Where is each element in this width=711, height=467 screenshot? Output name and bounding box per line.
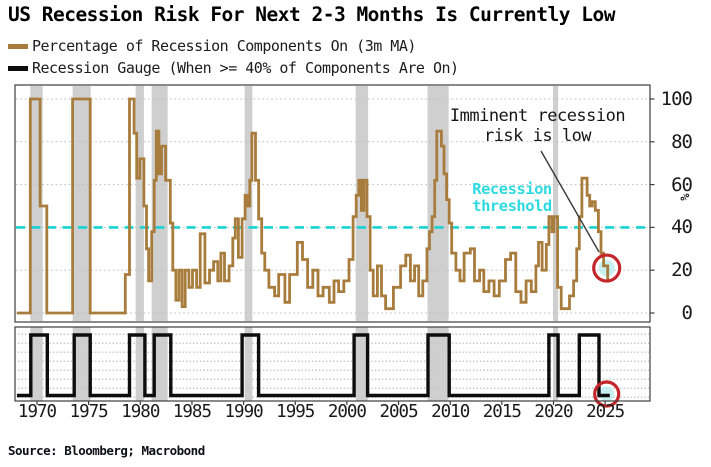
- y-tick-label: 20: [671, 259, 693, 282]
- source-credit: Source: Bloomberg; Macrobond: [8, 443, 205, 458]
- main-panel-frame: [14, 84, 651, 323]
- x-tick-label: 2020: [534, 402, 573, 422]
- imminent-risk-annotation: Imminent recession risk is low: [415, 106, 660, 146]
- gauge-series-line: [16, 333, 610, 398]
- recession-bar: [135, 327, 144, 401]
- components-series-line: [16, 97, 610, 315]
- recession-threshold-label-line2: threshold: [472, 197, 552, 215]
- recession-bar: [244, 327, 253, 401]
- x-tick-label: 1990: [224, 402, 264, 422]
- imminent-risk-annotation-line2: risk is low: [483, 125, 592, 146]
- y-tick-label: 40: [671, 216, 693, 239]
- x-tick-label: 2025: [586, 402, 625, 422]
- components-line-swatch: [8, 43, 28, 49]
- x-tick-label: 1980: [121, 402, 160, 422]
- highlight-circle-main: [592, 253, 622, 283]
- recession-bar: [552, 86, 559, 321]
- legend-item-gauge: Recession Gauge (When >= 40% of Componen…: [8, 59, 459, 77]
- gauge-panel-frame: [14, 326, 651, 402]
- x-tick-label: 1985: [172, 402, 212, 422]
- recession-threshold-label: Recession threshold: [437, 181, 587, 215]
- x-tick-label: 2005: [379, 402, 418, 422]
- imminent-risk-annotation-line1: Imminent recession: [449, 106, 626, 126]
- annotation-arrow: [540, 150, 600, 253]
- legend-label-components: Percentage of Recession Components On (3…: [32, 37, 416, 55]
- highlight-circle-gauge: [593, 380, 621, 408]
- gauge-dot-grid: [16, 328, 649, 400]
- page-title: US Recession Risk For Next 2-3 Months Is…: [8, 3, 615, 26]
- recession-bar: [427, 327, 449, 401]
- legend-label-gauge: Recession Gauge (When >= 40% of Componen…: [32, 59, 459, 77]
- y-tick-label: 60: [671, 173, 693, 196]
- x-tick-label: 2000: [327, 402, 367, 422]
- x-tick-label: 1970: [17, 402, 57, 422]
- y-tick-label: 100: [660, 88, 693, 110]
- recession-bar: [552, 327, 559, 401]
- gauge-line-swatch: [8, 65, 28, 71]
- recession-bar: [72, 327, 91, 401]
- recession-bar: [135, 86, 144, 321]
- x-tick-label: 1995: [276, 402, 315, 422]
- x-tick-label: 1975: [69, 402, 109, 422]
- x-tick-label: 2010: [431, 402, 470, 422]
- y-axis-unit-label: %: [677, 193, 692, 201]
- recession-threshold-label-line1: Recession: [472, 180, 552, 198]
- recession-bar: [355, 327, 369, 401]
- recession-bar: [30, 327, 43, 401]
- legend-item-components: Percentage of Recession Components On (3…: [8, 37, 416, 55]
- recession-bar: [72, 86, 91, 321]
- x-tick-label: 2015: [482, 402, 522, 422]
- y-tick-label: 0: [681, 302, 693, 324]
- y-tick-label: 80: [671, 130, 693, 153]
